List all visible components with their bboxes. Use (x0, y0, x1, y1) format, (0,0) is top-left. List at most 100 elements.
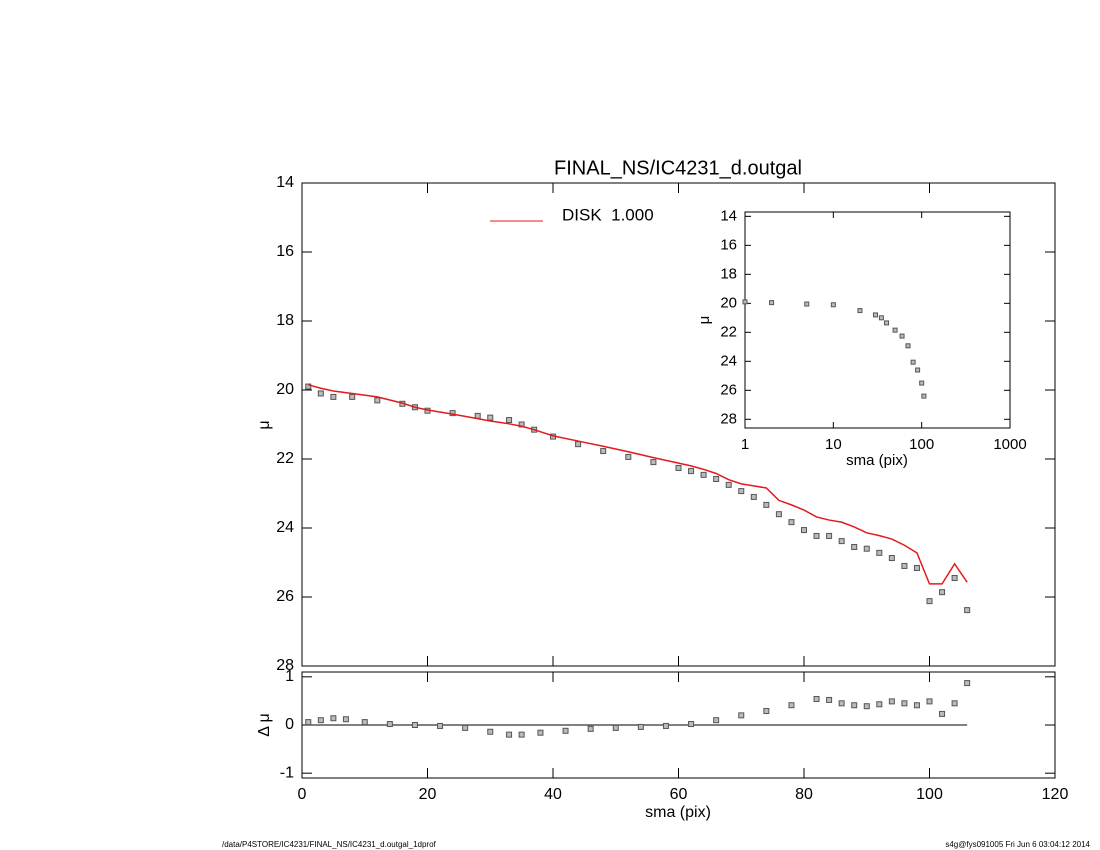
x-tick-label: 100 (916, 786, 943, 803)
data-point (851, 702, 858, 709)
data-point (349, 393, 356, 400)
data-point (587, 725, 594, 732)
data-point (361, 719, 368, 726)
data-point (562, 727, 569, 734)
y-tick-label: 20 (720, 294, 737, 311)
data-point (374, 397, 381, 404)
data-point (713, 476, 720, 483)
plot-frame (744, 211, 1011, 429)
data-point (901, 562, 908, 569)
data-point (506, 731, 513, 738)
y-tick-label: 24 (720, 352, 737, 369)
data-point (330, 715, 337, 722)
data-point (863, 545, 870, 552)
y-tick-label: 26 (276, 588, 294, 605)
data-point (688, 721, 695, 728)
data-point (342, 716, 349, 723)
data-point (386, 721, 393, 728)
x-tick-label: 0 (298, 786, 307, 803)
y-tick-label: 22 (720, 323, 737, 340)
data-point (964, 680, 971, 687)
data-point (738, 712, 745, 719)
data-point (964, 607, 971, 614)
data-point (838, 700, 845, 707)
data-point (801, 527, 807, 534)
data-point (838, 538, 845, 545)
data-point (462, 724, 469, 731)
data-point (876, 549, 883, 556)
data-point (775, 511, 782, 518)
y-tick-label: 26 (720, 381, 737, 398)
data-point (939, 589, 946, 596)
data-point (926, 598, 933, 605)
footer-stamp: s4g@fys091005 Fri Jun 6 03:04:12 2014 (945, 840, 1090, 849)
x-tick-label: 60 (670, 786, 688, 803)
data-point (892, 327, 898, 333)
data-point (317, 717, 324, 724)
x-tick-label: 1000 (993, 436, 1026, 453)
data-point (738, 488, 745, 495)
x-tick-label: 80 (795, 786, 813, 803)
data-point (926, 698, 933, 705)
y-axis-title: μ (256, 420, 273, 429)
y-tick-label: 24 (276, 519, 294, 536)
y-tick-label: 18 (720, 265, 737, 282)
data-point (763, 708, 770, 715)
data-point (826, 696, 833, 703)
data-point (317, 390, 324, 397)
x-axis-title: sma (pix) (645, 804, 711, 821)
data-point (901, 700, 908, 707)
data-point (888, 698, 895, 705)
data-point (915, 367, 921, 373)
y-tick-label: 28 (276, 657, 294, 674)
x-axis-title: sma (pix) (846, 452, 908, 469)
y-tick-label: 14 (276, 174, 294, 191)
data-point (650, 459, 657, 466)
data-point (857, 308, 863, 314)
data-point (804, 301, 810, 307)
data-point (688, 468, 695, 475)
data-point (637, 723, 644, 730)
data-point (612, 724, 619, 731)
data-point (506, 417, 513, 424)
model-line (308, 384, 968, 585)
data-point (813, 695, 820, 702)
data-point (826, 532, 833, 539)
data-point (788, 519, 795, 526)
data-point (662, 722, 669, 729)
y-tick-label: 0 (285, 716, 294, 733)
data-point (742, 299, 748, 305)
y-axis-title: μ (696, 316, 713, 325)
data-point (700, 471, 707, 478)
data-point (910, 359, 916, 365)
data-point (330, 393, 337, 400)
data-point (437, 722, 444, 729)
data-point (600, 448, 607, 455)
data-point (878, 315, 884, 321)
data-point (575, 441, 582, 448)
data-point (905, 343, 911, 349)
y-tick-label: 16 (276, 243, 294, 260)
x-tick-label: 10 (825, 436, 842, 453)
data-point (675, 464, 682, 471)
data-point (872, 312, 878, 318)
data-point (725, 481, 732, 488)
data-point (876, 701, 883, 708)
data-point (713, 717, 720, 724)
data-point (830, 302, 836, 308)
data-point (913, 565, 920, 572)
data-point (763, 501, 770, 508)
y-tick-label: -1 (280, 764, 294, 781)
data-point (411, 722, 418, 728)
y-tick-label: 1 (285, 668, 294, 685)
y-tick-label: 28 (720, 410, 737, 427)
data-point (939, 710, 946, 717)
data-point (884, 320, 890, 326)
y-tick-label: 16 (720, 236, 737, 253)
chart-title: FINAL_NS/IC4231_d.outgal (554, 157, 802, 179)
data-point (863, 703, 870, 710)
data-point (537, 729, 544, 736)
y-tick-label: 22 (276, 450, 294, 467)
data-point (769, 300, 775, 306)
